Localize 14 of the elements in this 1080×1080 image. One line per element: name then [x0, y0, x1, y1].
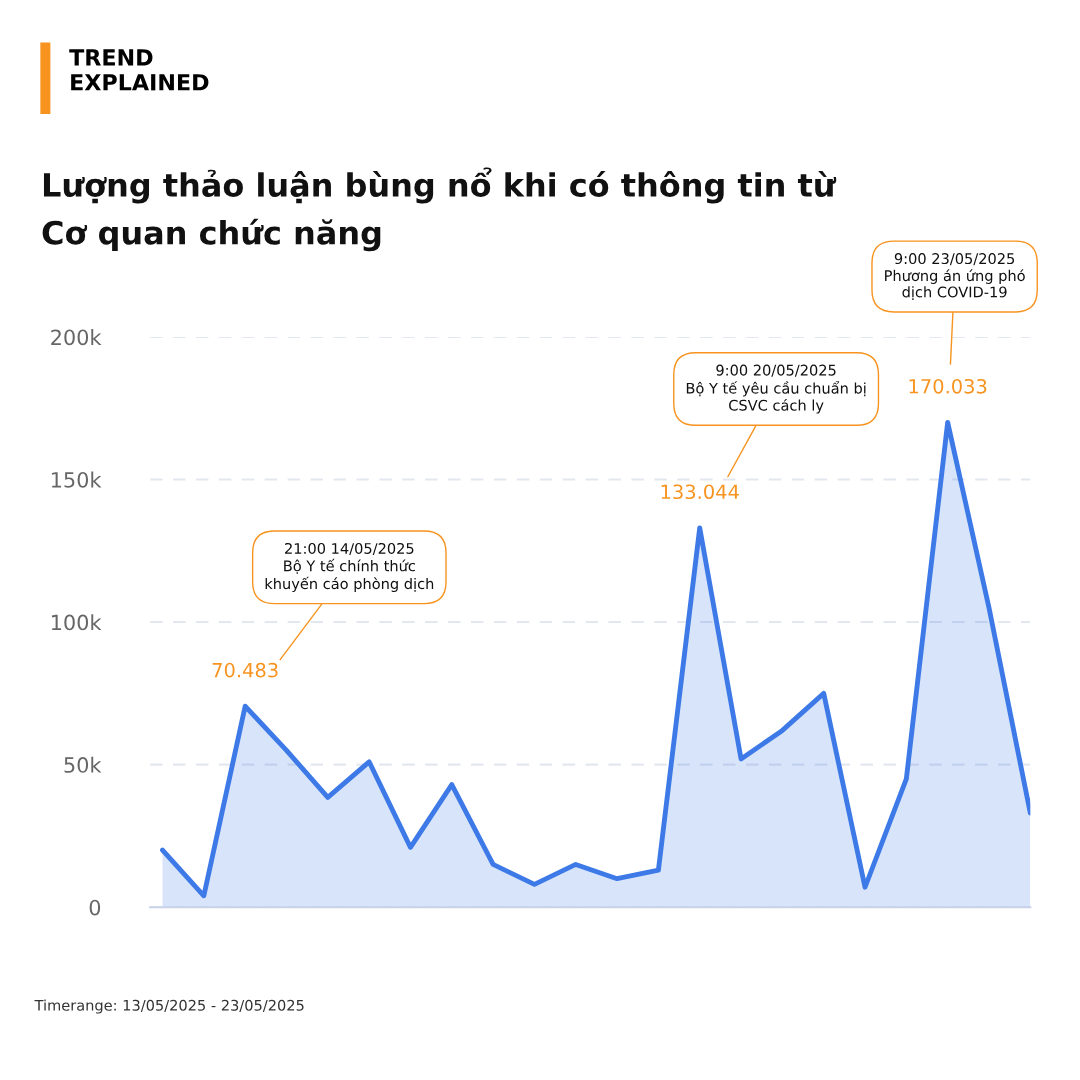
y-tick-label: 50k: [64, 756, 102, 773]
chart-title: Lượng thảo luận bùng nổ khi có thông tin từ Cơ quan chức năng: [42, 167, 837, 252]
annotation: 21:00 14/05/2025 Bộ Y tế chính thức khuyến cáo phòng dịch: [265, 542, 434, 593]
y-tick-label: 200k: [51, 329, 102, 346]
y-tick-label: 0: [89, 899, 101, 916]
text: 9:00 23/05/2025 Phương án ứng phó dịch COVID-19: [885, 253, 1025, 300]
y-tick-label: 150k: [51, 471, 102, 488]
text: Timerange: 13/05/2025 - 23/05/2025: [34, 999, 304, 1014]
data-label: 70.483: [212, 662, 278, 678]
annotation: 9:00 20/05/2025 Bộ Y tế yêu cầu chuẩn bị CSVC cách ly: [686, 364, 866, 414]
text: TREND EXPLAINED: [69, 49, 209, 91]
y-tick-label: 100k: [51, 614, 102, 631]
data-label: 133.044: [661, 484, 739, 500]
data-label: 170.033: [909, 378, 987, 394]
